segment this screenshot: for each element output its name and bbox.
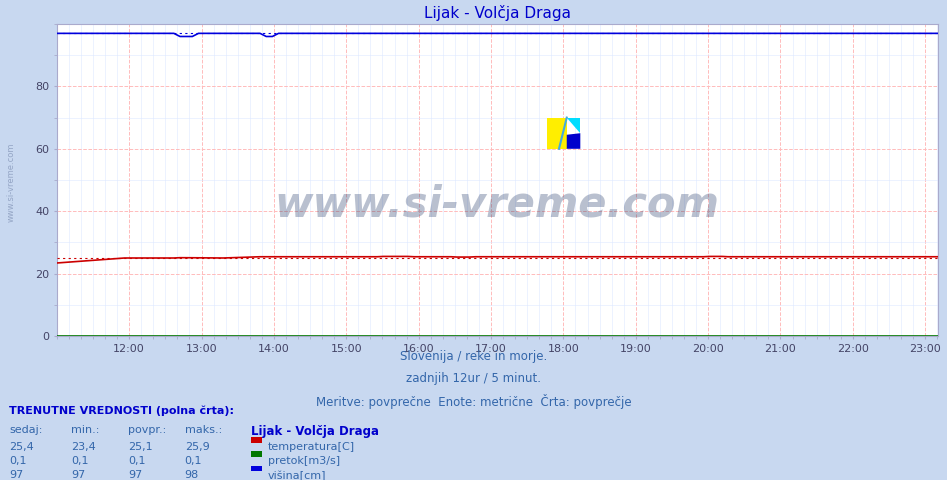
Polygon shape <box>566 118 581 133</box>
Text: 97: 97 <box>9 470 24 480</box>
Text: 0,1: 0,1 <box>185 456 202 466</box>
Text: 0,1: 0,1 <box>128 456 145 466</box>
Text: višina[cm]: višina[cm] <box>268 470 327 480</box>
Text: 23,4: 23,4 <box>71 442 96 452</box>
Text: www.si-vreme.com: www.si-vreme.com <box>275 184 720 226</box>
Text: 97: 97 <box>128 470 142 480</box>
Text: maks.:: maks.: <box>185 425 222 435</box>
Text: 97: 97 <box>71 470 85 480</box>
Text: temperatura[C]: temperatura[C] <box>268 442 355 452</box>
Text: 25,4: 25,4 <box>9 442 34 452</box>
Text: 25,9: 25,9 <box>185 442 209 452</box>
Polygon shape <box>566 133 581 149</box>
Text: pretok[m3/s]: pretok[m3/s] <box>268 456 340 466</box>
Text: Meritve: povprečne  Enote: metrične  Črta: povprečje: Meritve: povprečne Enote: metrične Črta:… <box>315 394 632 408</box>
Text: 25,1: 25,1 <box>128 442 152 452</box>
Title: Lijak - Volčja Draga: Lijak - Volčja Draga <box>423 5 571 22</box>
Text: sedaj:: sedaj: <box>9 425 43 435</box>
Bar <box>547 118 566 149</box>
Text: Lijak - Volčja Draga: Lijak - Volčja Draga <box>251 425 379 438</box>
Text: 0,1: 0,1 <box>71 456 88 466</box>
Text: www.si-vreme.com: www.si-vreme.com <box>7 143 16 222</box>
Text: 98: 98 <box>185 470 199 480</box>
Text: min.:: min.: <box>71 425 99 435</box>
Text: 0,1: 0,1 <box>9 456 27 466</box>
Text: povpr.:: povpr.: <box>128 425 166 435</box>
Text: zadnjih 12ur / 5 minut.: zadnjih 12ur / 5 minut. <box>406 372 541 385</box>
Text: Slovenija / reke in morje.: Slovenija / reke in morje. <box>400 350 547 363</box>
Text: TRENUTNE VREDNOSTI (polna črta):: TRENUTNE VREDNOSTI (polna črta): <box>9 406 235 416</box>
